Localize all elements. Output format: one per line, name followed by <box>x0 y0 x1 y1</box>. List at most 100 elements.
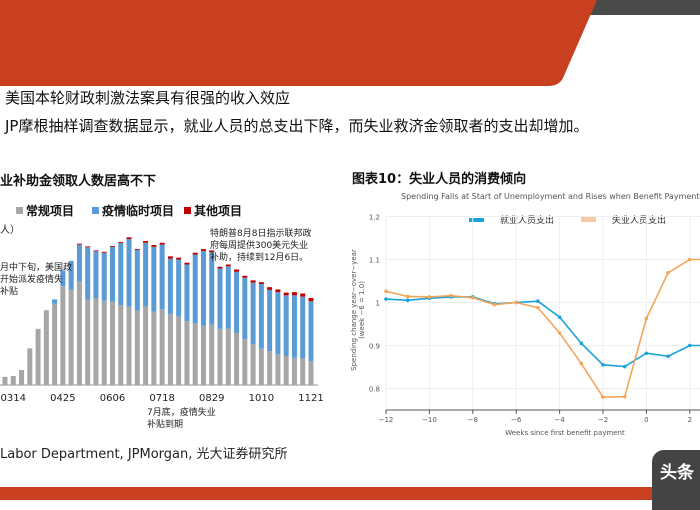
bar-regular <box>259 349 264 385</box>
bar-pandemic <box>52 299 57 304</box>
bar-pandemic <box>275 292 280 354</box>
bar-pandemic <box>300 297 305 359</box>
bar-pandemic <box>308 301 313 361</box>
bar-other <box>110 246 115 247</box>
data-point <box>623 395 627 399</box>
bar-regular <box>36 329 41 385</box>
bar-pandemic <box>218 269 223 329</box>
bar-other <box>168 256 173 258</box>
bar-pandemic <box>143 243 148 307</box>
series-line-0 <box>386 297 700 367</box>
x-tick-label: 2 <box>688 416 692 424</box>
bar-pandemic <box>160 245 165 310</box>
bar-pandemic <box>193 255 198 324</box>
toutiao-logo: 头条 <box>652 450 700 510</box>
data-point <box>601 363 605 367</box>
bar-pandemic <box>251 283 256 345</box>
data-point <box>580 342 584 346</box>
bar-pandemic <box>184 265 189 322</box>
bar-other <box>292 292 297 295</box>
data-point <box>688 258 692 262</box>
bar-other <box>102 252 107 253</box>
bar-other <box>176 258 181 260</box>
bar-pandemic <box>176 260 181 317</box>
bar-pandemic <box>242 278 247 340</box>
bar-other <box>226 265 231 267</box>
bar-pandemic <box>292 295 297 358</box>
bar-regular <box>3 377 8 385</box>
bar-regular <box>209 325 214 385</box>
x-tick-label: −4 <box>554 416 565 424</box>
bar-regular <box>184 321 189 385</box>
bar-pandemic <box>93 251 98 298</box>
series-line-1 <box>386 260 700 398</box>
bar-pandemic <box>151 247 156 312</box>
y-axis-label: (week −6 = 1.0) <box>358 281 366 339</box>
bar-pandemic <box>77 245 82 282</box>
bar-regular <box>19 370 24 385</box>
bar-other <box>201 249 206 251</box>
bar-pandemic <box>102 253 107 301</box>
bar-pandemic <box>267 290 272 351</box>
bar-pandemic <box>135 250 140 311</box>
bar-regular <box>193 323 198 385</box>
data-point <box>536 299 540 303</box>
data-point <box>384 297 388 301</box>
x-tick-label: −6 <box>511 416 522 424</box>
y-tick-label: 1.1 <box>369 257 380 265</box>
x-tick-label: 0425 <box>50 393 75 404</box>
data-point <box>623 365 627 369</box>
data-point <box>406 295 410 299</box>
annotation-march: 月中下旬，美国政开始派发疫情失补贴 <box>0 262 72 298</box>
data-point <box>384 290 388 294</box>
bar-regular <box>77 282 82 385</box>
bar-regular <box>284 356 289 385</box>
bar-pandemic <box>85 247 90 300</box>
bar-other <box>93 250 98 251</box>
bar-regular <box>118 305 123 385</box>
bar-regular <box>267 351 272 385</box>
bar-pandemic <box>284 295 289 356</box>
bar-regular <box>308 361 313 385</box>
bar-regular <box>93 298 98 385</box>
data-point <box>601 395 605 399</box>
bar-other <box>127 237 132 239</box>
footer-strip <box>0 487 700 500</box>
bar-regular <box>60 286 65 385</box>
bar-other <box>308 298 313 301</box>
bar-other <box>143 241 148 243</box>
bar-other <box>242 276 247 278</box>
bar-other <box>251 280 256 282</box>
bar-other <box>259 282 264 284</box>
bar-other <box>184 263 189 265</box>
bar-regular <box>27 348 32 385</box>
bar-regular <box>251 344 256 385</box>
x-tick-label: 0314 <box>1 393 26 404</box>
x-tick-label: −2 <box>598 416 608 424</box>
bar-other <box>77 244 82 245</box>
bar-other <box>151 245 156 247</box>
bar-regular <box>226 329 231 385</box>
y-axis-label: Spending change year−over−year <box>350 249 358 371</box>
data-point <box>580 362 584 366</box>
bar-regular <box>85 300 90 385</box>
bar-regular <box>110 302 115 385</box>
bar-regular <box>242 339 247 385</box>
y-tick-label: 1.2 <box>369 214 380 222</box>
bar-regular <box>292 358 297 385</box>
data-point <box>514 301 518 305</box>
right-chart-title: 图表10：失业人员的消费倾向 <box>352 168 526 187</box>
bar-other <box>284 293 289 296</box>
bar-other <box>275 289 280 292</box>
annotation-august: 特朗普8月8日指示联邦政府每周提供300美元失业补助，持续到12月6日。 <box>210 228 311 264</box>
bar-regular <box>234 333 239 385</box>
data-point <box>645 317 649 321</box>
x-tick-label: 1010 <box>249 393 274 404</box>
bar-pandemic <box>201 251 206 326</box>
bar-pandemic <box>110 247 115 302</box>
y-tick-label: 0.9 <box>369 343 380 351</box>
bar-regular <box>300 358 305 385</box>
bar-other <box>300 293 305 296</box>
x-tick-label: −8 <box>468 416 478 424</box>
